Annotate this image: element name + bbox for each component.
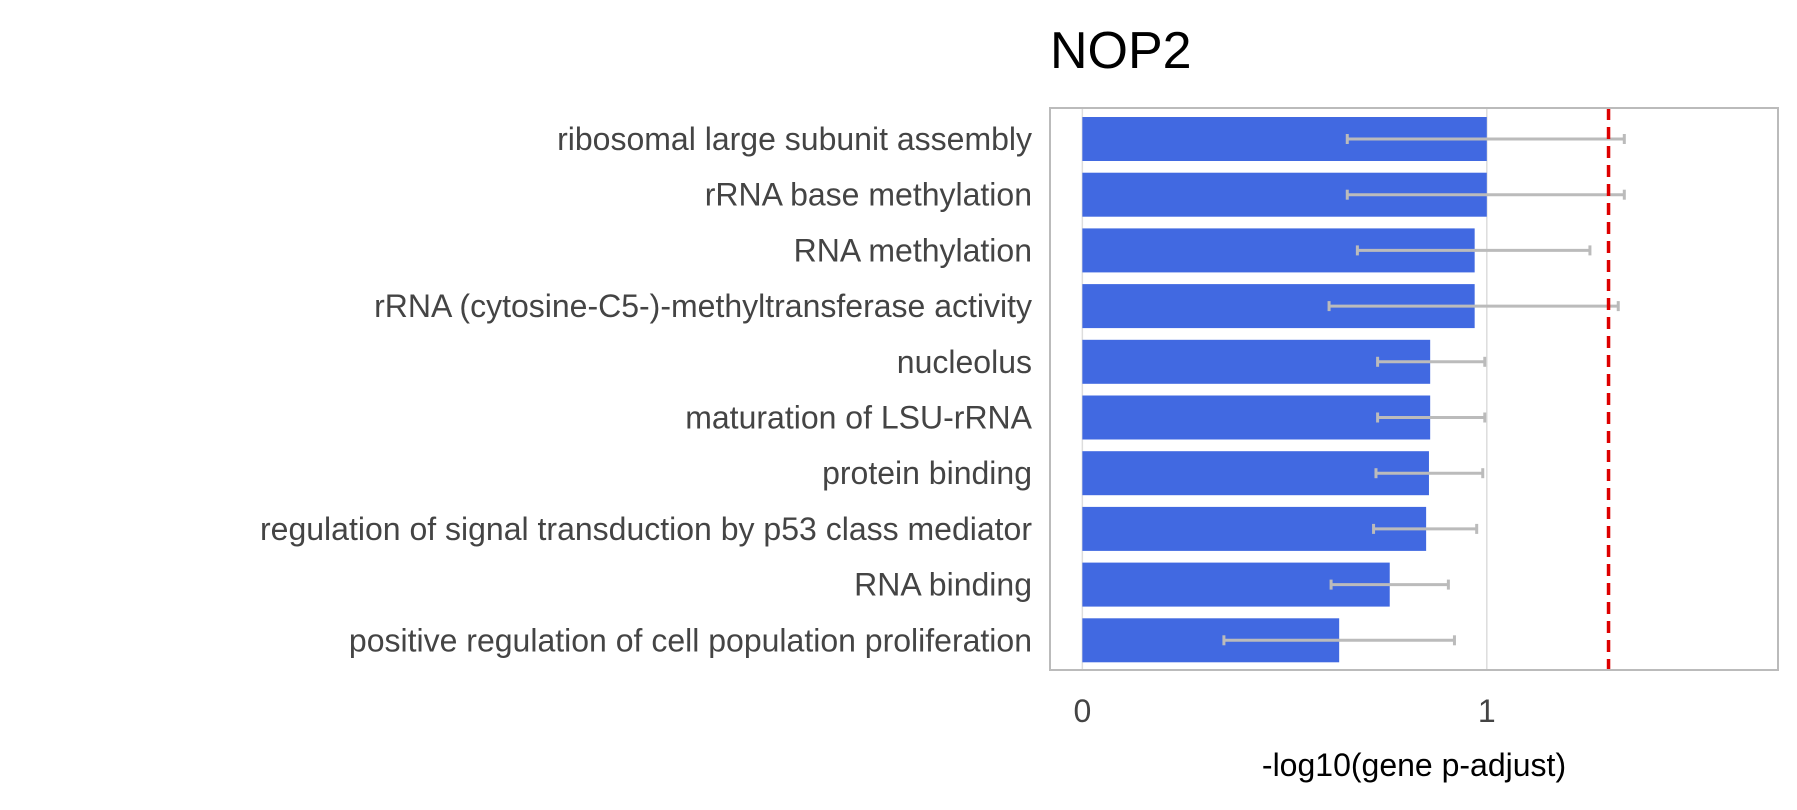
bar (1082, 451, 1429, 496)
category-label: RNA methylation (794, 232, 1032, 268)
error-bar (1355, 245, 1592, 256)
x-axis-label: -log10(gene p-adjust) (1262, 747, 1566, 783)
error-bar (1374, 468, 1485, 479)
error-bar (1222, 635, 1456, 646)
plot-frame (1049, 107, 1779, 671)
category-label: regulation of signal transduction by p53… (260, 511, 1032, 547)
bar (1082, 395, 1431, 440)
error-bar (1329, 579, 1450, 590)
error-bar (1345, 189, 1626, 200)
category-label: rRNA base methylation (705, 177, 1032, 213)
chart-title: NOP2 (1050, 22, 1192, 80)
error-bar (1327, 301, 1620, 312)
category-label: maturation of LSU-rRNA (685, 400, 1032, 436)
error-bar (1345, 134, 1626, 144)
category-label: nucleolus (897, 344, 1032, 380)
error-bar (1376, 356, 1487, 367)
bar (1082, 339, 1431, 384)
category-label: rRNA (cytosine-C5-)-methyltransferase ac… (374, 288, 1032, 324)
category-label: ribosomal large subunit assembly (557, 121, 1032, 157)
error-bar (1376, 412, 1487, 423)
x-tick-label: 1 (1478, 693, 1496, 729)
category-label: positive regulation of cell population p… (349, 622, 1032, 658)
error-bar (1372, 523, 1479, 534)
category-label: protein binding (822, 455, 1032, 491)
x-tick-label: 0 (1073, 693, 1091, 729)
category-label: RNA binding (854, 567, 1032, 603)
bar (1082, 506, 1427, 551)
